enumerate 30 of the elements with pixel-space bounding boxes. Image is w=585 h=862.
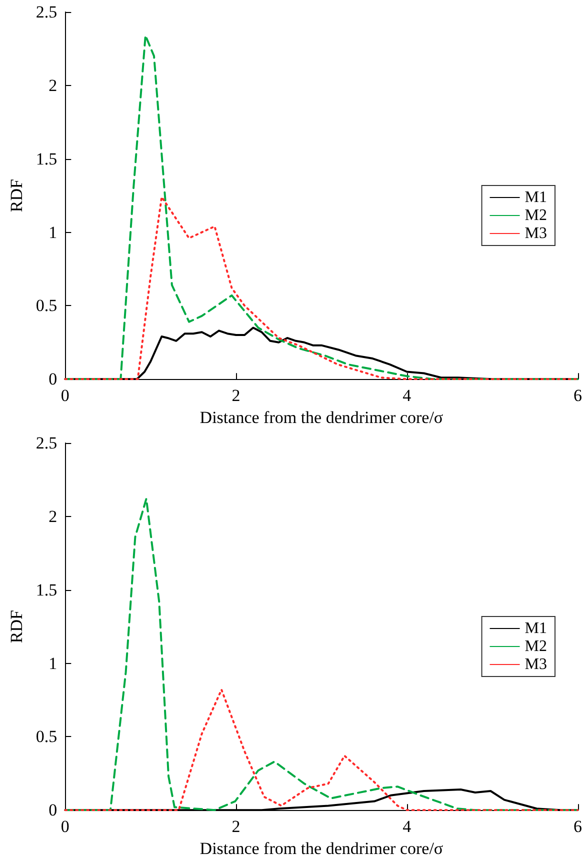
y-tick-label: 2.5 xyxy=(36,434,58,452)
y-tick-label: 1 xyxy=(48,222,58,242)
y-axis-title: RDF xyxy=(7,179,26,212)
x-tick-label: 0 xyxy=(60,817,70,836)
legend-label: M3 xyxy=(524,656,548,673)
legend-label: M2 xyxy=(524,638,548,655)
x-tick-label: 4 xyxy=(402,817,412,836)
y-tick-label: 2 xyxy=(48,506,58,526)
x-tick-label: 6 xyxy=(574,817,582,836)
y-axis-title: RDF xyxy=(7,610,26,644)
y-tick-label: 1.5 xyxy=(36,149,58,168)
x-tick-label: 0 xyxy=(60,386,70,406)
legend-label: M1 xyxy=(524,620,548,637)
y-tick-label: 0.5 xyxy=(36,727,58,746)
y-tick-label: 2 xyxy=(48,76,58,95)
y-tick-label: 1.5 xyxy=(36,580,58,600)
legend-label: M1 xyxy=(524,189,548,206)
legend-label: M2 xyxy=(524,207,548,224)
x-axis-title: Distance from the dendrimer core/σ xyxy=(200,839,444,858)
x-axis-title: Distance from the dendrimer core/σ xyxy=(200,408,444,427)
y-tick-label: 0 xyxy=(48,800,58,820)
y-tick-label: 1 xyxy=(48,654,58,673)
x-tick-label: 6 xyxy=(574,386,582,406)
x-tick-label: 2 xyxy=(232,386,240,406)
y-tick-label: 2.5 xyxy=(36,2,58,22)
x-tick-label: 2 xyxy=(232,817,240,836)
y-tick-label: 0 xyxy=(48,370,58,389)
legend-label: M3 xyxy=(524,225,548,242)
y-tick-label: 0.5 xyxy=(36,296,58,316)
x-tick-label: 4 xyxy=(402,386,412,406)
